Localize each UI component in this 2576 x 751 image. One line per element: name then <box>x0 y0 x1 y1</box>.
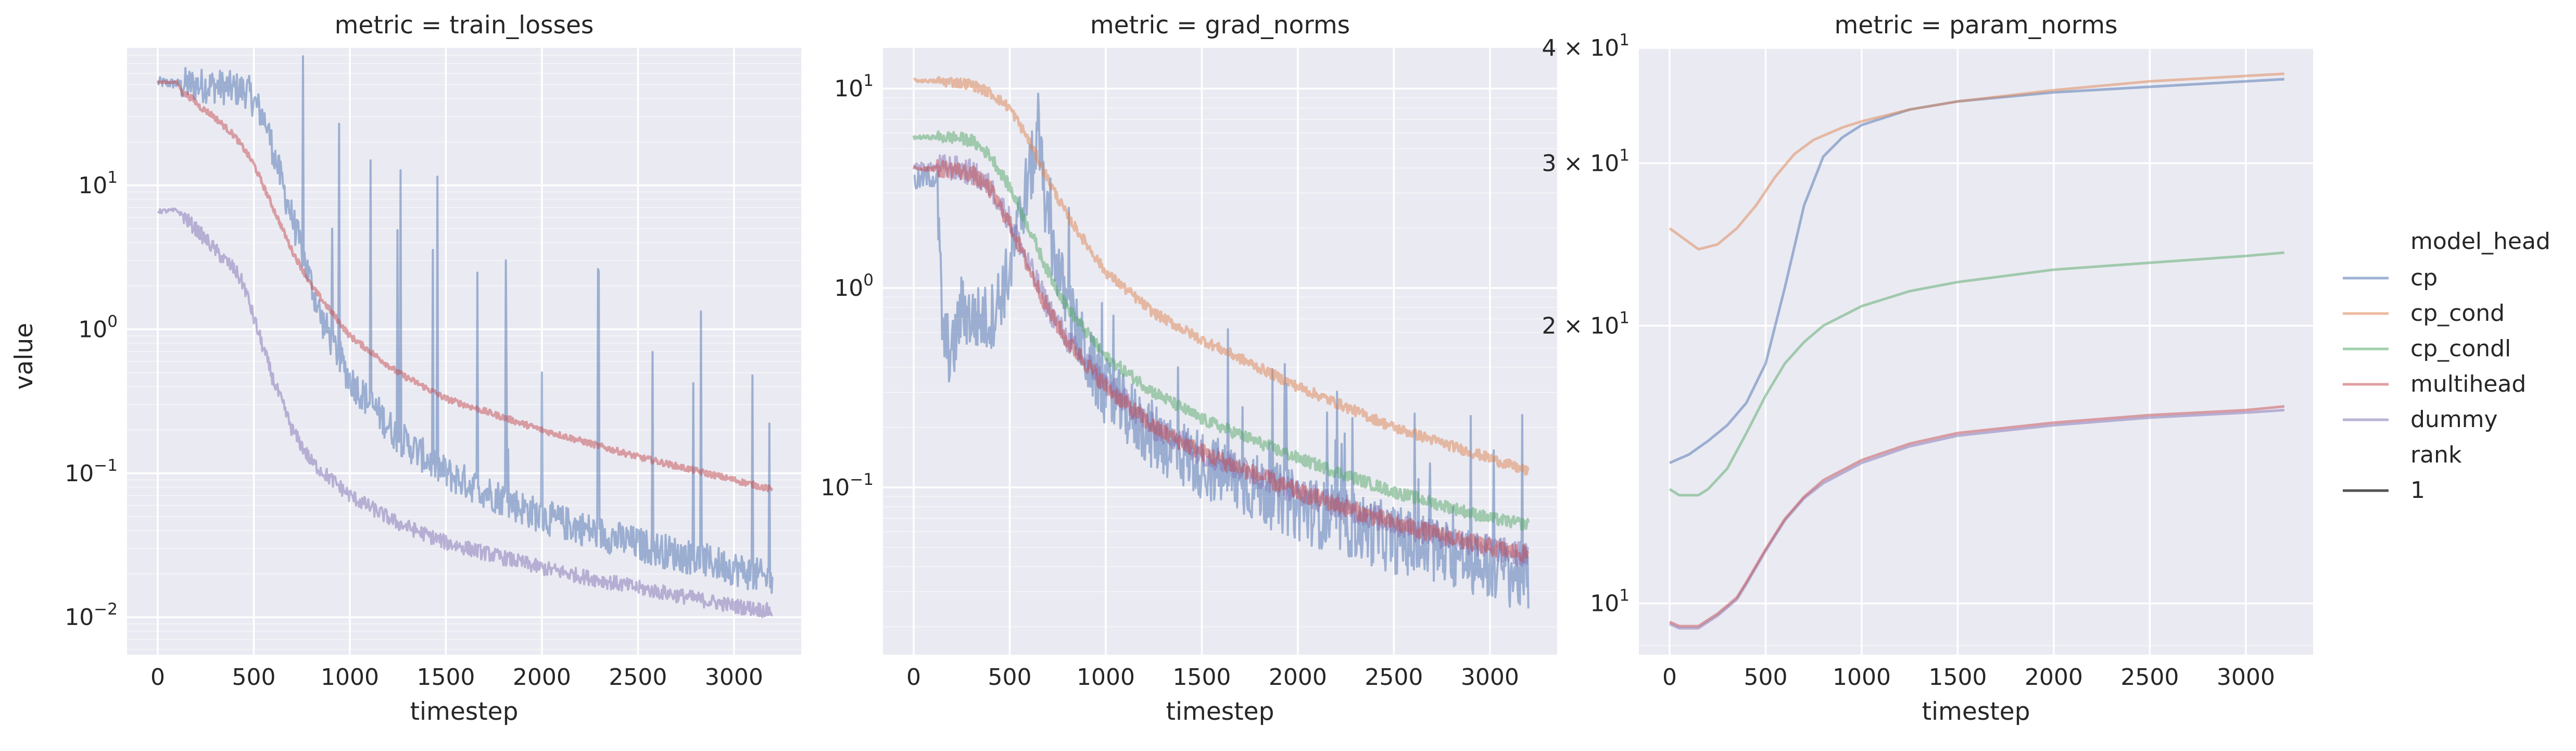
axis-labels: value timestep timestep timestep <box>10 323 2030 726</box>
panel-2: metric = grad_norms 0 500 1000 1500 2000 2500 3… <box>820 11 1557 691</box>
legend-label: cp_condl <box>2410 335 2511 362</box>
x-tick-label: 2500 <box>2120 664 2179 691</box>
x-tick-label: 2500 <box>1365 664 1423 691</box>
series-line-cp_cond <box>913 76 1530 476</box>
y-tick-label: 10−1 <box>820 470 874 501</box>
x-tick-labels: 0 500 1000 1500 2000 2500 3000 <box>906 664 1519 691</box>
legend-item-cp_cond: cp_cond <box>2343 300 2505 327</box>
x-tick-label: 2000 <box>2025 664 2083 691</box>
gridlines <box>127 48 801 655</box>
legend-item-multihead: multihead <box>2343 371 2526 397</box>
series-group <box>912 76 1530 609</box>
x-tick-label: 0 <box>150 664 165 691</box>
y-tick-label: 4 × 101 <box>1542 31 1630 61</box>
x-tick-label: 1000 <box>1833 664 1891 691</box>
y-axis-label: value <box>10 323 39 390</box>
panel-title: metric = train_losses <box>335 11 594 40</box>
legend-item-cp_condl: cp_condl <box>2343 335 2511 362</box>
y-tick-labels: 10−2 10−1 100 101 <box>65 168 118 631</box>
panel-title: metric = param_norms <box>1835 11 2118 40</box>
x-tick-label: 1500 <box>1172 664 1231 691</box>
x-tick-label: 1500 <box>1928 664 1987 691</box>
x-tick-label: 500 <box>988 664 1032 691</box>
y-tick-labels: 10−1 100 101 <box>820 71 874 501</box>
x-tick-label: 1500 <box>416 664 475 691</box>
y-tick-label: 2 × 101 <box>1542 308 1630 339</box>
legend-item-rank-1: 1 <box>2343 477 2425 504</box>
x-tick-label: 3000 <box>2217 664 2275 691</box>
panel-1: metric = train_losses 0 500 1000 1500 2000 250… <box>65 11 801 691</box>
series-line-cp <box>157 55 774 594</box>
x-tick-label: 2000 <box>1269 664 1327 691</box>
series-line-dummy <box>913 154 1530 567</box>
series-line-multihead <box>157 80 774 493</box>
x-tick-label: 3000 <box>705 664 763 691</box>
y-tick-label: 10−2 <box>65 600 118 631</box>
x-tick-labels: 0 500 1000 1500 2000 2500 3000 <box>150 664 763 691</box>
x-tick-label: 1000 <box>321 664 379 691</box>
series-group <box>1669 72 2285 630</box>
plot-background <box>1639 48 2313 655</box>
y-tick-label: 3 × 101 <box>1542 146 1630 177</box>
series-line-dummy <box>157 207 773 618</box>
legend-label: 1 <box>2410 477 2425 504</box>
legend-label: dummy <box>2410 406 2498 433</box>
y-tick-label: 101 <box>834 71 874 102</box>
series-line-cp_cond <box>1669 72 2285 251</box>
legend-hue-title: model_head <box>2410 228 2550 255</box>
x-tick-label: 1000 <box>1077 664 1135 691</box>
y-tick-label: 100 <box>834 271 874 302</box>
legend-size-title: rank <box>2410 442 2462 468</box>
gridlines <box>883 48 1557 655</box>
y-tick-labels: 101 2 × 101 3 × 101 4 × 101 <box>1542 31 1630 617</box>
x-tick-labels: 0 500 1000 1500 2000 2500 3000 <box>1662 664 2275 691</box>
x-axis-label: timestep <box>1166 697 1274 726</box>
gridlines <box>1639 47 2313 655</box>
y-tick-label: 10−1 <box>65 456 118 487</box>
legend-label: multihead <box>2410 371 2526 397</box>
series-line-multihead <box>913 159 1529 563</box>
x-tick-label: 0 <box>906 664 921 691</box>
y-tick-label: 101 <box>78 168 118 199</box>
x-axis-label: timestep <box>410 697 519 726</box>
legend-item-dummy: dummy <box>2343 406 2498 433</box>
legend-label: cp_cond <box>2410 300 2505 327</box>
legend-label: cp <box>2410 265 2438 291</box>
panel-3: metric = param_norms 0 500 1000 1500 2000 2500… <box>1542 11 2313 691</box>
panel-title: metric = grad_norms <box>1090 11 1350 40</box>
x-tick-label: 500 <box>232 664 276 691</box>
series-line-cp_condl <box>1669 251 2285 497</box>
x-tick-label: 3000 <box>1461 664 1519 691</box>
x-axis-label: timestep <box>1922 697 2030 726</box>
series-line-cp_condl <box>912 130 1530 531</box>
x-tick-label: 0 <box>1662 664 1677 691</box>
y-tick-label: 100 <box>78 312 118 343</box>
y-tick-label: 101 <box>1590 586 1630 617</box>
legend-item-cp: cp <box>2343 265 2438 291</box>
x-tick-label: 2500 <box>609 664 667 691</box>
series-line-multihead <box>1669 405 2285 628</box>
x-tick-label: 500 <box>1744 664 1788 691</box>
series-group <box>157 55 774 618</box>
x-tick-label: 2000 <box>513 664 571 691</box>
